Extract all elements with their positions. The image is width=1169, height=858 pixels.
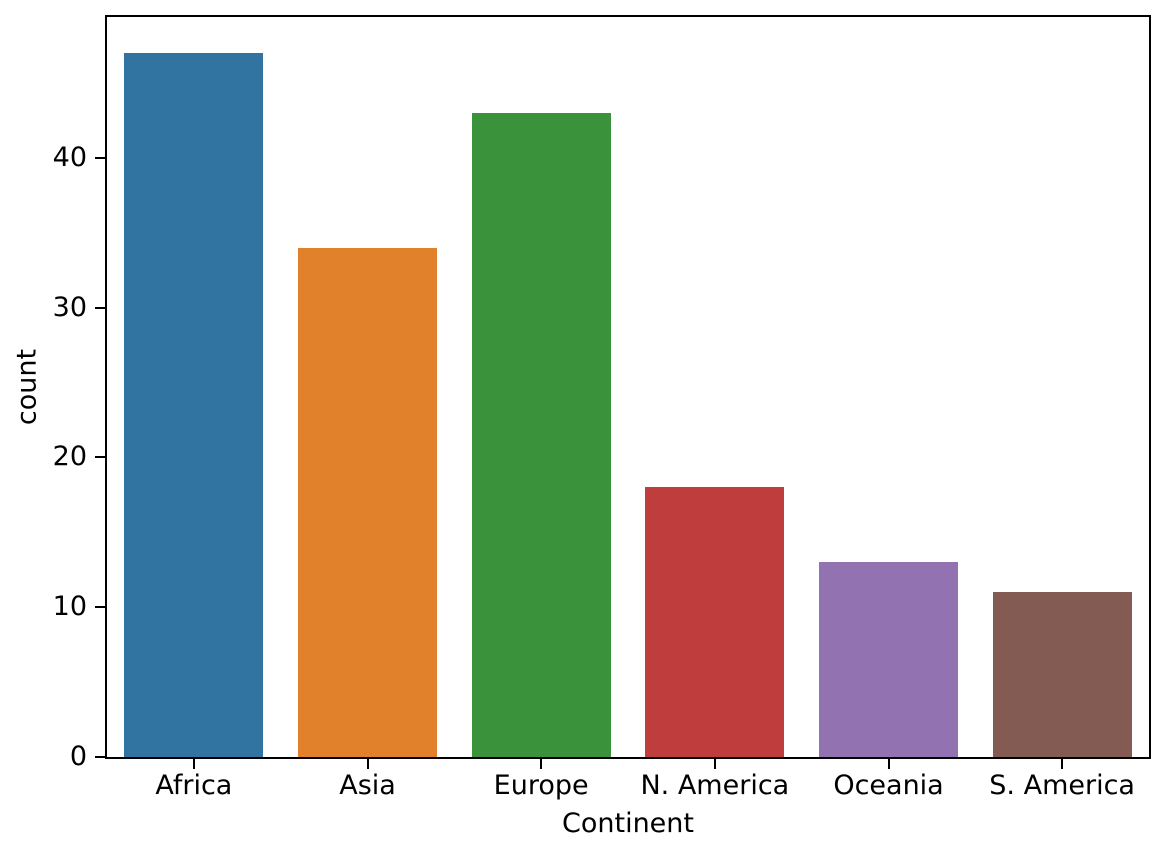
y-tick-label-10: 10 (52, 591, 87, 623)
x-tick-mark-europe (540, 759, 543, 769)
y-tick-mark-40 (95, 156, 105, 159)
x-tick-label-s-america: S. America (989, 770, 1135, 801)
bar-europe (471, 112, 611, 757)
x-tick-label-africa: Africa (155, 770, 233, 801)
y-tick-label-30: 30 (52, 291, 87, 323)
x-tick-mark-africa (192, 759, 195, 769)
y-tick-label-0: 0 (69, 741, 87, 772)
bar-s-america (992, 592, 1132, 757)
x-tick-label-oceania: Oceania (833, 770, 944, 801)
y-tick-mark-20 (95, 456, 105, 459)
y-tick-mark-0 (95, 756, 105, 758)
y-tick-mark-30 (95, 306, 105, 309)
y-axis-label: count (11, 348, 43, 426)
x-tick-label-europe: Europe (493, 770, 589, 801)
y-tick-label-20: 20 (52, 441, 87, 473)
bar-asia (298, 247, 437, 757)
plot-area (107, 17, 1149, 757)
y-tick-label-40: 40 (52, 141, 87, 173)
x-tick-label-n-america: N. America (640, 770, 790, 801)
bar-africa (124, 53, 264, 757)
x-tick-mark-asia (366, 759, 369, 769)
y-tick-mark-10 (95, 606, 105, 609)
x-axis-label: Continent (562, 808, 694, 839)
bar-n-america (645, 487, 785, 757)
x-tick-mark-n-america (713, 759, 716, 769)
x-tick-mark-oceania (887, 759, 890, 769)
x-tick-label-asia: Asia (339, 770, 396, 801)
bar-oceania (819, 562, 958, 757)
x-tick-mark-s-america (1061, 759, 1064, 769)
